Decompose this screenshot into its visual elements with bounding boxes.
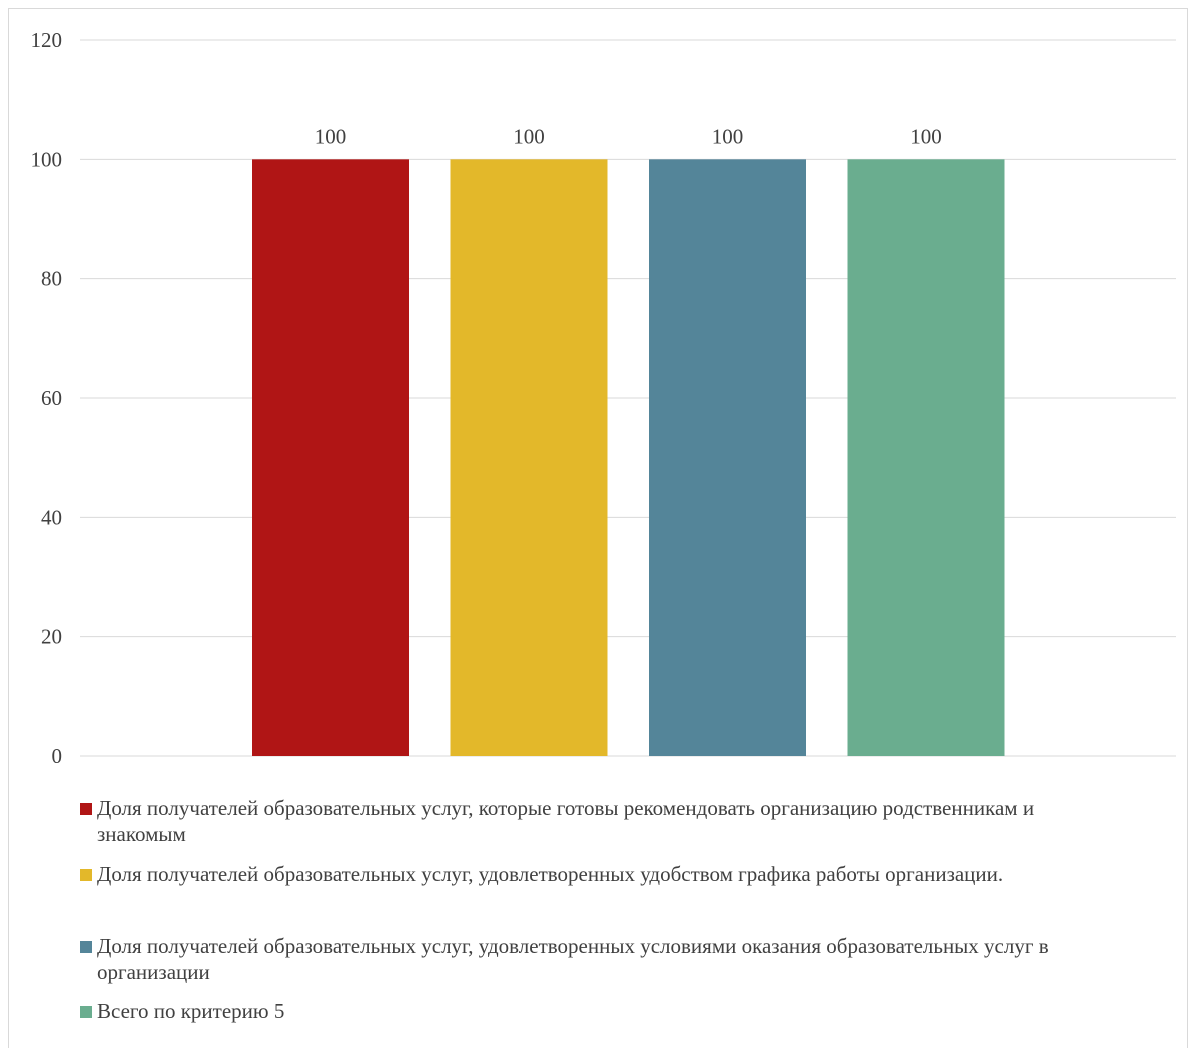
chart-frame [8, 8, 1188, 1048]
data-labels: 100 100 100 100 [315, 124, 942, 148]
legend-item-recommend: Доля получателей образовательных услуг, … [77, 795, 1057, 847]
legend-label: Всего по критерию 5 [97, 999, 285, 1023]
y-tick-label: 20 [41, 625, 62, 649]
bars [252, 159, 1005, 757]
legend-item-schedule: Доля получателей образовательных услуг, … [77, 861, 1187, 887]
y-tick-label: 40 [41, 505, 62, 529]
legend-swatch [80, 941, 92, 953]
data-label: 100 [712, 124, 744, 148]
legend-label: Доля получателей образовательных услуг, … [97, 796, 1035, 846]
y-tick-label: 60 [41, 386, 62, 410]
y-tick-label: 0 [52, 744, 63, 768]
bar [649, 159, 806, 757]
bar-chart: 0 20 40 60 80 100 120 100 100 100 100 [31, 28, 1176, 768]
y-tick-label: 80 [41, 267, 62, 291]
legend-item-conditions: Доля получателей образовательных услуг, … [77, 933, 1157, 985]
y-tick-label: 120 [31, 28, 63, 52]
bar [847, 159, 1005, 757]
legend-swatch [80, 803, 92, 815]
legend-label: Доля получателей образовательных услуг, … [97, 934, 1049, 984]
legend-label: Доля получателей образовательных услуг, … [97, 862, 1004, 886]
data-label: 100 [910, 124, 942, 148]
bar [252, 159, 409, 757]
y-tick-label: 100 [31, 147, 63, 171]
data-label: 100 [513, 124, 545, 148]
gridlines [80, 39, 1176, 757]
legend-item-total: Всего по критерию 5 [77, 998, 697, 1024]
legend-swatch [80, 1006, 92, 1018]
bar [450, 159, 608, 757]
legend-swatch [80, 869, 92, 881]
y-axis-ticks: 0 20 40 60 80 100 120 [31, 28, 63, 768]
data-label: 100 [315, 124, 347, 148]
